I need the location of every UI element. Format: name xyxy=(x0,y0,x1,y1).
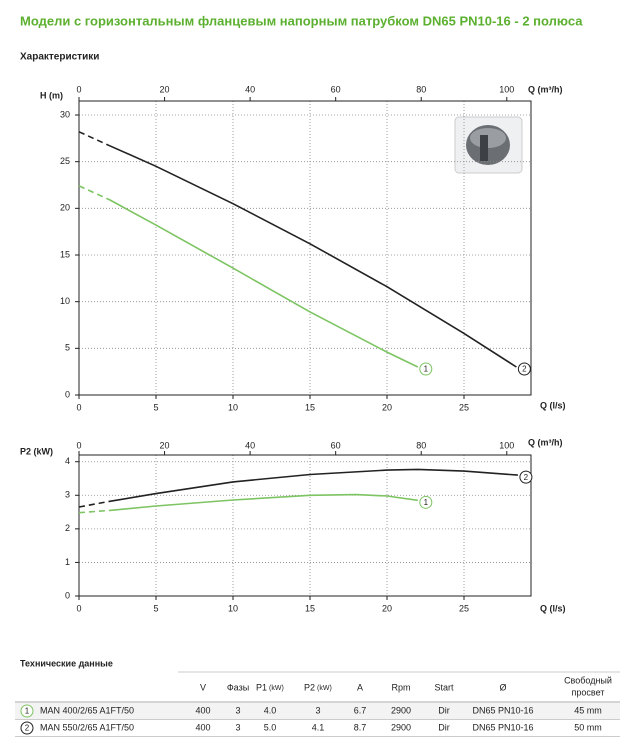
table-title: Технические данные xyxy=(20,658,113,668)
table-cell: 3 xyxy=(235,722,240,732)
table-cell: 45 mm xyxy=(574,705,602,715)
y-tick-label: 20 xyxy=(60,203,70,213)
y-tick-label: 4 xyxy=(65,456,70,466)
plot-frame xyxy=(78,100,532,396)
y-tick-label: 0 xyxy=(65,590,70,600)
plot-frame xyxy=(78,454,532,597)
table-cell: MAN 400/2/65 A1FT/50 xyxy=(40,705,134,715)
table-header: Rpm xyxy=(391,682,410,692)
x2-tick-label: 0 xyxy=(76,84,81,94)
x2-tick-label: 100 xyxy=(499,440,514,450)
table-cell: 3 xyxy=(235,705,240,715)
x-tick-label: 20 xyxy=(382,603,392,613)
y-tick-label: 5 xyxy=(65,343,70,353)
table-header: Ø xyxy=(499,682,506,692)
pump-image xyxy=(454,116,523,174)
series-line xyxy=(78,493,418,514)
x2-tick-label: 80 xyxy=(416,440,426,450)
x-tick-label: 15 xyxy=(305,402,315,412)
table-cell: 5.0 xyxy=(264,722,277,732)
series-line xyxy=(78,468,518,508)
curve-label: 2 xyxy=(524,473,529,482)
table-cell: 6.7 xyxy=(354,705,367,715)
y-tick-label: 25 xyxy=(60,156,70,166)
table-cell: 8.7 xyxy=(354,722,367,732)
x-axis-title: Q (l/s) xyxy=(540,603,566,613)
row-marker xyxy=(20,704,34,718)
table-cell: 3 xyxy=(315,705,320,715)
x-tick-label: 25 xyxy=(459,603,469,613)
series-line xyxy=(78,131,517,368)
x-tick-label: 10 xyxy=(228,603,238,613)
table-header: A xyxy=(357,682,363,692)
page-title: Модели с горизонтальным фланцевым напорн… xyxy=(20,13,583,28)
curve-marker xyxy=(517,362,531,376)
row-marker-label: 2 xyxy=(25,724,30,733)
y-tick-label: 10 xyxy=(60,296,70,306)
row-bg xyxy=(15,703,620,719)
x-tick-label: 15 xyxy=(305,603,315,613)
x2-tick-label: 0 xyxy=(76,440,81,450)
table-cell: DN65 PN10-16 xyxy=(472,705,533,715)
table-header: Свободный xyxy=(564,675,612,685)
x-axis-title: Q (l/s) xyxy=(540,400,566,410)
x-tick-label: 10 xyxy=(228,402,238,412)
table-header: V xyxy=(200,682,206,692)
x2-tick-label: 40 xyxy=(245,440,255,450)
table-cell: DN65 PN10-16 xyxy=(472,722,533,732)
curve-marker xyxy=(419,362,433,376)
row-marker-label: 1 xyxy=(25,707,30,716)
curve-marker xyxy=(419,495,433,509)
row-marker xyxy=(20,721,34,735)
table-header-unit: (kW) xyxy=(317,685,332,692)
table-cell: 400 xyxy=(195,722,210,732)
table-header-unit: (kW) xyxy=(269,685,284,692)
x2-tick-label: 80 xyxy=(416,84,426,94)
y-tick-label: 1 xyxy=(65,557,70,567)
curve-label: 2 xyxy=(522,365,527,374)
curve-marker xyxy=(519,470,533,484)
table-header: Start xyxy=(434,682,454,692)
table-cell: Dir xyxy=(438,705,450,715)
curve-label: 1 xyxy=(424,365,429,374)
curve-label: 1 xyxy=(424,498,429,507)
y-tick-label: 0 xyxy=(65,389,70,399)
x-tick-label: 0 xyxy=(76,603,81,613)
x2-axis-title: Q (m³/h) xyxy=(528,84,563,94)
x-tick-label: 25 xyxy=(459,402,469,412)
x2-tick-label: 20 xyxy=(160,440,170,450)
table-header: P1 xyxy=(256,682,267,692)
y-tick-label: 3 xyxy=(65,490,70,500)
table-cell: 2900 xyxy=(391,705,411,715)
x2-tick-label: 40 xyxy=(245,84,255,94)
x2-axis-title: Q (m³/h) xyxy=(528,437,563,447)
x2-tick-label: 60 xyxy=(331,440,341,450)
table-cell: 2900 xyxy=(391,722,411,732)
table-cell: 400 xyxy=(195,705,210,715)
x-tick-label: 5 xyxy=(153,402,158,412)
y-axis-title: P2 (kW) xyxy=(20,446,53,456)
y-axis-title: H (m) xyxy=(40,90,63,100)
x2-tick-label: 60 xyxy=(331,84,341,94)
x-tick-label: 0 xyxy=(76,402,81,412)
x2-tick-label: 20 xyxy=(160,84,170,94)
table-cell: MAN 550/2/65 A1FT/50 xyxy=(40,722,134,732)
x-tick-label: 20 xyxy=(382,402,392,412)
section-title: Характеристики xyxy=(20,52,99,63)
table-header: просвет xyxy=(572,687,605,697)
y-tick-label: 30 xyxy=(60,109,70,119)
table-cell: 4.1 xyxy=(312,722,325,732)
table-cell: 4.0 xyxy=(264,705,277,715)
table-header: P2 xyxy=(304,682,315,692)
table-header: Фазы xyxy=(227,682,249,692)
series-line xyxy=(78,185,419,368)
table-cell: 50 mm xyxy=(574,722,602,732)
y-tick-label: 15 xyxy=(60,249,70,259)
y-tick-label: 2 xyxy=(65,523,70,533)
x2-tick-label: 100 xyxy=(499,84,514,94)
x-tick-label: 5 xyxy=(153,603,158,613)
table-cell: Dir xyxy=(438,722,450,732)
